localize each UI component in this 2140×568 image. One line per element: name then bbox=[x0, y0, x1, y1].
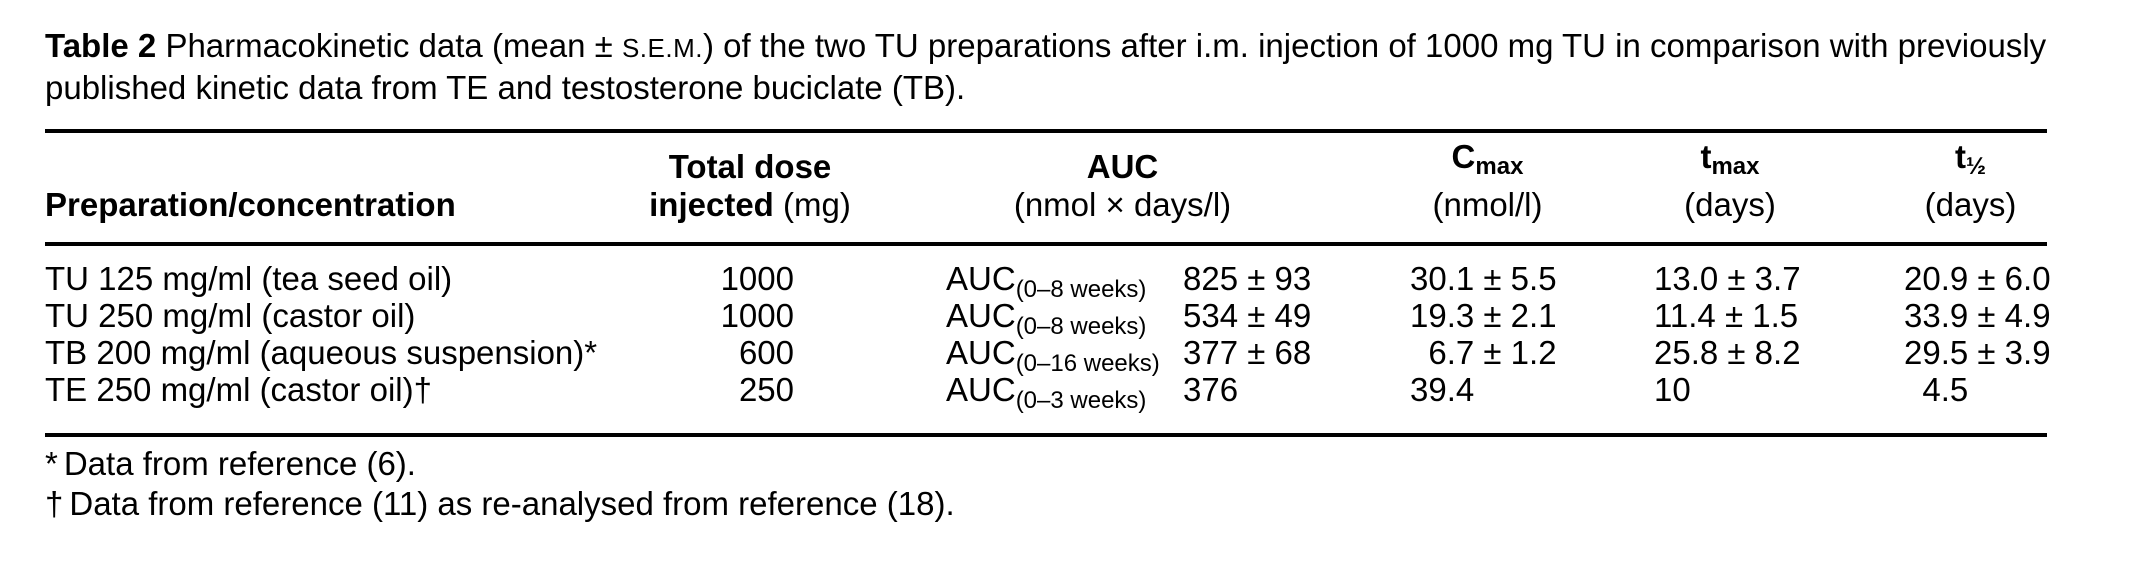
table-caption: Table 2 Pharmacokinetic data (mean ± S.E… bbox=[45, 26, 2055, 108]
footnote-marker: † bbox=[45, 485, 64, 522]
cell-thalf: 33.9 ± 4.9 bbox=[1904, 297, 2051, 334]
cell-thalf: 29.5 ± 3.9 bbox=[1904, 334, 2051, 371]
footnote-text: Data from reference (11) as re-analysed … bbox=[69, 485, 955, 522]
table-row: TU 125 mg/ml (tea seed oil) 1000 AUC(0–8… bbox=[45, 260, 2051, 303]
caption-label: Table 2 bbox=[45, 27, 157, 64]
cell-preparation: TB 200 mg/ml (aqueous suspension)* bbox=[45, 334, 598, 371]
column-header-tmax: tmax (days) bbox=[1610, 138, 1850, 242]
cmax-subscript: max bbox=[1475, 153, 1524, 180]
caption-line-2: published kinetic data from TE and testo… bbox=[45, 69, 966, 106]
cell-dose: 1000 bbox=[720, 297, 794, 334]
column-header-dose-label2: injected bbox=[649, 186, 774, 223]
footnote: * Data from reference (6). bbox=[45, 444, 955, 484]
column-header-tmax-unit: (days) bbox=[1684, 186, 1776, 223]
table-bottom-rule bbox=[45, 433, 2047, 437]
caption-text-post-sem: ) of the two TU preparations after i.m. … bbox=[702, 27, 2047, 64]
auc-value: 825 ± 93 bbox=[1183, 260, 1312, 297]
cell-auc: AUC(0–8 weeks) 825 ± 93 bbox=[880, 260, 1365, 308]
cell-tmax: 25.8 ± 8.2 bbox=[1654, 334, 1801, 371]
column-header-dose: Total dose injected (mg) bbox=[620, 148, 880, 242]
cell-tmax: 13.0 ± 3.7 bbox=[1654, 260, 1801, 297]
footnote-text: Data from reference (6). bbox=[63, 445, 416, 482]
auc-interval-subscript: (0–8 weeks) bbox=[1015, 276, 1147, 303]
cell-preparation: TU 125 mg/ml (tea seed oil) bbox=[45, 260, 453, 297]
column-header-preparation-label: Preparation/concentration bbox=[45, 186, 456, 223]
table-top-rule bbox=[45, 129, 2047, 133]
table-header-rule bbox=[45, 242, 2047, 246]
column-header-dose-line2: injected (mg) bbox=[620, 186, 880, 224]
table-body: TU 125 mg/ml (tea seed oil) 1000 AUC(0–8… bbox=[45, 246, 2051, 414]
caption-text-pre-sem: Pharmacokinetic data (mean ± bbox=[165, 27, 613, 64]
cell-thalf: 4.5 bbox=[1904, 371, 1969, 408]
column-header-auc-label: AUC bbox=[1086, 148, 1159, 185]
cell-auc: AUC(0–8 weeks) 534 ± 49 bbox=[880, 297, 1365, 345]
column-header-auc-unit: (nmol × days/l) bbox=[1013, 186, 1232, 223]
cell-dose: 1000 bbox=[720, 260, 794, 297]
cell-auc: AUC(0–3 weeks) 376 bbox=[880, 371, 1365, 419]
column-header-thalf-unit: (days) bbox=[1924, 186, 2017, 223]
cell-tmax: 11.4 ± 1.5 bbox=[1654, 297, 1799, 334]
cell-preparation: TU 250 mg/ml (castor oil) bbox=[45, 297, 416, 334]
table-2-block: Table 2 Pharmacokinetic data (mean ± S.E… bbox=[45, 0, 2051, 568]
cell-tmax: 10 bbox=[1654, 371, 1691, 408]
auc-interval-subscript: (0–3 weeks) bbox=[1015, 387, 1147, 414]
column-header-dose-line1: Total dose bbox=[668, 148, 832, 185]
auc-label: AUC(0–16 weeks) bbox=[946, 334, 1160, 377]
cell-cmax: 39.4 bbox=[1410, 371, 1475, 408]
auc-value: 377 ± 68 bbox=[1183, 334, 1312, 371]
column-header-cmax-label: Cmax bbox=[1451, 138, 1524, 180]
column-header-tmax-label: tmax bbox=[1700, 138, 1760, 180]
table-row: TE 250 mg/ml (castor oil)† 250 AUC(0–3 w… bbox=[45, 371, 2047, 414]
footnote: † Data from reference (11) as re-analysed… bbox=[45, 484, 955, 524]
cell-dose: 250 bbox=[738, 371, 794, 408]
column-header-preparation: Preparation/concentration bbox=[45, 186, 620, 242]
column-header-thalf-label: t½ bbox=[1954, 138, 1986, 180]
auc-value: 534 ± 49 bbox=[1183, 297, 1312, 334]
auc-value: 376 bbox=[1183, 371, 1239, 408]
cell-cmax: 6.7 ± 1.2 bbox=[1410, 334, 1557, 371]
tmax-subscript: max bbox=[1711, 153, 1760, 180]
auc-label: AUC(0–3 weeks) bbox=[946, 371, 1147, 414]
column-header-thalf: t½ (days) bbox=[1850, 138, 2047, 242]
auc-interval-subscript: (0–16 weeks) bbox=[1015, 350, 1160, 377]
cell-thalf: 20.9 ± 6.0 bbox=[1904, 260, 2051, 297]
footnotes: * Data from reference (6). † Data from ref… bbox=[45, 444, 955, 524]
auc-label: AUC(0–8 weeks) bbox=[946, 297, 1147, 340]
caption-line-1: Table 2 Pharmacokinetic data (mean ± S.E… bbox=[45, 26, 2055, 68]
thalf-subscript: ½ bbox=[1965, 153, 1986, 180]
cell-dose: 600 bbox=[738, 334, 794, 371]
column-header-auc: AUC (nmol × days/l) bbox=[880, 148, 1365, 242]
table-header-row: Preparation/concentration Total dose inj… bbox=[45, 133, 2047, 242]
cell-preparation: TE 250 mg/ml (castor oil)† bbox=[45, 371, 432, 408]
cell-auc: AUC(0–16 weeks) 377 ± 68 bbox=[880, 334, 1365, 382]
column-header-dose-unit: (mg) bbox=[783, 186, 851, 223]
cell-cmax: 19.3 ± 2.1 bbox=[1410, 297, 1557, 334]
caption-sem-abbrev: S.E.M. bbox=[621, 33, 703, 63]
table-row: TB 200 mg/ml (aqueous suspension)* 600 A… bbox=[45, 334, 2051, 377]
table-row: TU 250 mg/ml (castor oil) 1000 AUC(0–8 w… bbox=[45, 297, 2051, 340]
cell-cmax: 30.1 ± 5.5 bbox=[1410, 260, 1557, 297]
column-header-cmax: Cmax (nmol/l) bbox=[1365, 138, 1610, 242]
footnote-marker: * bbox=[45, 445, 58, 482]
column-header-cmax-unit: (nmol/l) bbox=[1432, 186, 1543, 223]
auc-interval-subscript: (0–8 weeks) bbox=[1015, 313, 1147, 340]
auc-label: AUC(0–8 weeks) bbox=[946, 260, 1147, 303]
